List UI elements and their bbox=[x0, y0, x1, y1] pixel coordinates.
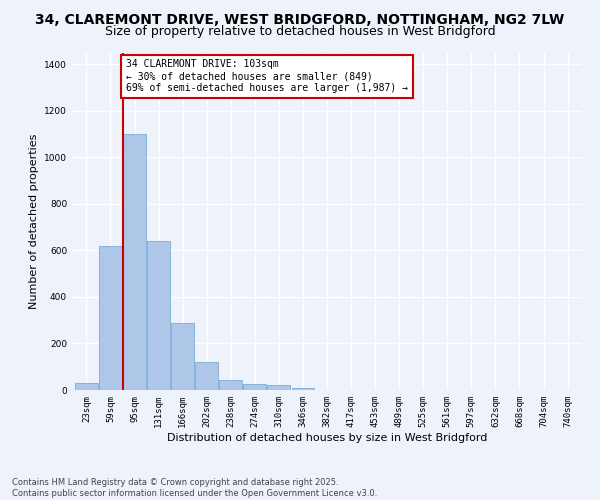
Bar bbox=[123, 134, 146, 390]
Text: 34, CLAREMONT DRIVE, WEST BRIDGFORD, NOTTINGHAM, NG2 7LW: 34, CLAREMONT DRIVE, WEST BRIDGFORD, NOT… bbox=[35, 12, 565, 26]
Y-axis label: Number of detached properties: Number of detached properties bbox=[29, 134, 38, 309]
Bar bbox=[268, 386, 290, 390]
Bar bbox=[292, 388, 314, 390]
Bar bbox=[220, 380, 242, 390]
Text: Size of property relative to detached houses in West Bridgford: Size of property relative to detached ho… bbox=[104, 25, 496, 38]
Bar bbox=[75, 383, 98, 390]
Bar bbox=[147, 241, 170, 390]
Bar bbox=[99, 246, 122, 390]
Bar bbox=[244, 384, 266, 390]
X-axis label: Distribution of detached houses by size in West Bridgford: Distribution of detached houses by size … bbox=[167, 432, 487, 442]
Text: Contains HM Land Registry data © Crown copyright and database right 2025.
Contai: Contains HM Land Registry data © Crown c… bbox=[12, 478, 377, 498]
Text: 34 CLAREMONT DRIVE: 103sqm
← 30% of detached houses are smaller (849)
69% of sem: 34 CLAREMONT DRIVE: 103sqm ← 30% of deta… bbox=[126, 60, 408, 92]
Bar bbox=[171, 322, 194, 390]
Bar bbox=[195, 362, 218, 390]
